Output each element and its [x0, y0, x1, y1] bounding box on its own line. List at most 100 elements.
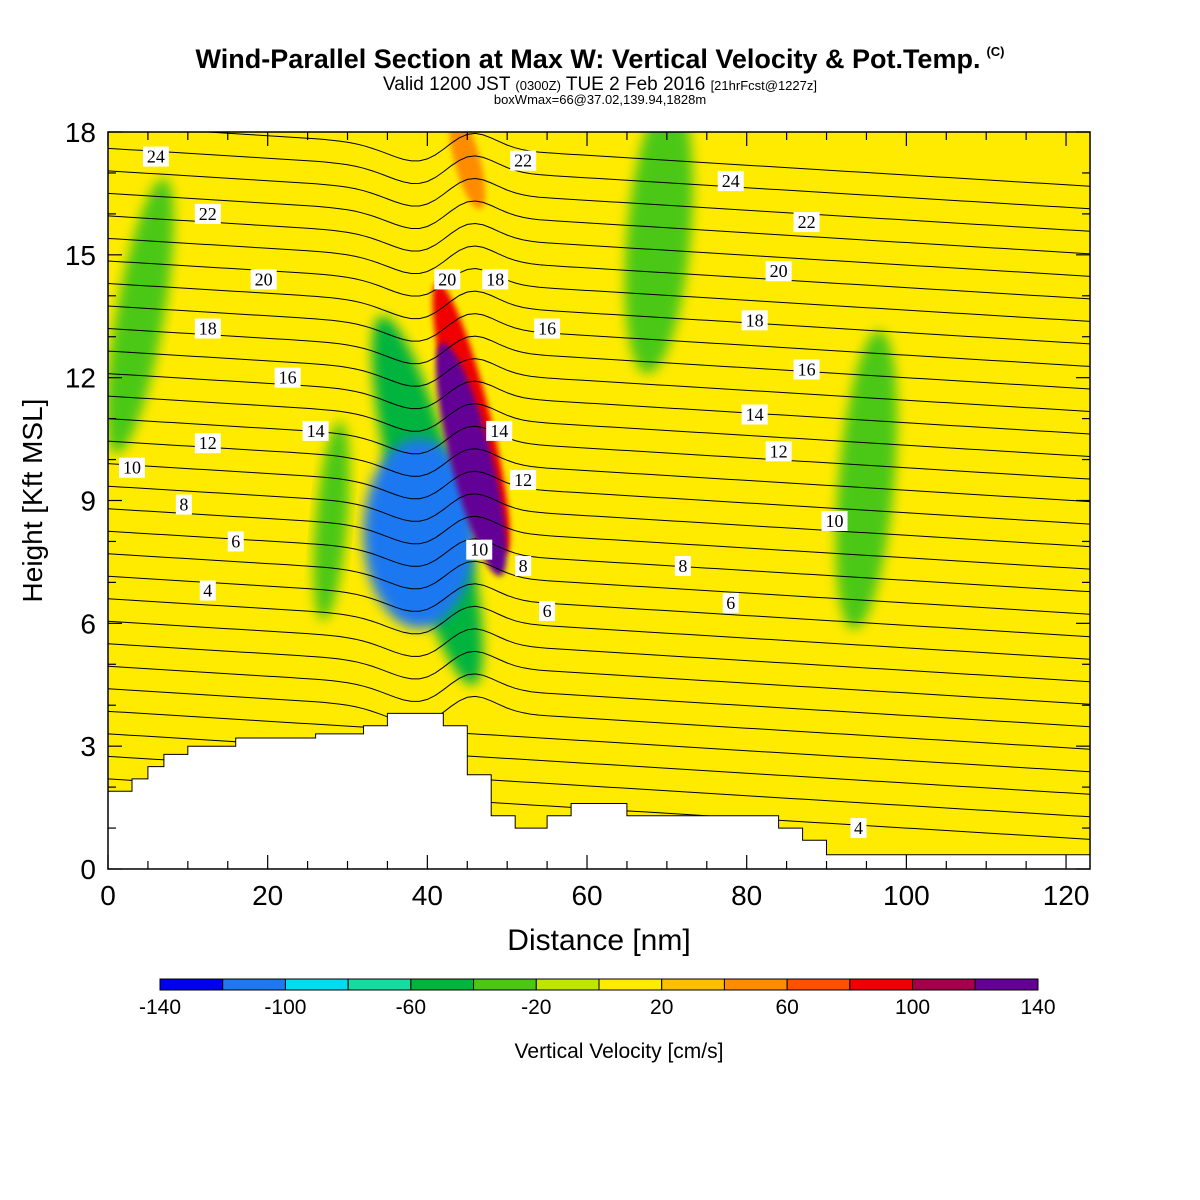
contour-label: 10 — [821, 510, 848, 531]
colorbar-label: Vertical Velocity [cm/s] — [515, 1040, 724, 1063]
y-tick-label: 6 — [80, 608, 96, 639]
theta-contour — [108, 710, 1090, 773]
w-feature — [435, 343, 507, 577]
theta-contour — [108, 688, 1090, 750]
contour-label: 22 — [793, 212, 820, 233]
svg-text:10: 10 — [123, 458, 141, 478]
theta-contour — [108, 575, 1090, 638]
theta-contour — [108, 215, 1090, 277]
chart-subtitle: Valid 1200 JST (0300Z) TUE 2 Feb 2016 [2… — [0, 74, 1200, 96]
svg-text:8: 8 — [179, 495, 188, 515]
svg-text:20: 20 — [438, 269, 456, 289]
svg-text:6: 6 — [543, 601, 552, 621]
colorbar-tick-label: -140 — [139, 996, 181, 1019]
theta-contour — [198, 132, 1090, 187]
x-tick-label: 60 — [571, 880, 602, 911]
colorbar-swatch — [849, 978, 914, 991]
contour-label: 4 — [199, 580, 216, 601]
svg-text:20: 20 — [770, 261, 788, 281]
svg-text:12: 12 — [770, 441, 788, 461]
w-feature — [108, 178, 174, 455]
theta-contour — [108, 643, 1090, 705]
contour-label: 6 — [227, 531, 244, 552]
y-tick-label: 12 — [65, 363, 96, 394]
contour-label: 20 — [765, 261, 792, 282]
colorbar-swatch — [159, 978, 224, 991]
axes: 0 20 40 60 80 100 120 0 3 6 9 12 15 18 Distance [nm] He… — [17, 117, 1090, 957]
theta-contour — [108, 305, 1090, 367]
colorbar-swatch — [410, 978, 475, 991]
colorbar-swatch — [347, 978, 412, 991]
title-copyright-mark: (C) — [986, 44, 1005, 59]
y-tick-label: 15 — [65, 240, 96, 271]
x-tick-label: 120 — [1043, 880, 1090, 911]
contour-label: 20 — [434, 269, 461, 290]
w-feature — [363, 438, 476, 629]
svg-text:14: 14 — [490, 421, 508, 441]
svg-text:10: 10 — [470, 540, 488, 560]
colorbar-swatch — [473, 978, 537, 991]
contour-label: 18 — [194, 318, 221, 339]
contour-label: 8 — [674, 556, 691, 577]
svg-text:24: 24 — [147, 147, 165, 167]
colorbar-tick-label: 100 — [895, 996, 930, 1019]
theta-contour — [108, 553, 1090, 615]
w-feature — [449, 132, 486, 210]
contour-label: 8 — [515, 556, 532, 577]
y-axis-label: Height [Kft MSL] — [17, 399, 48, 603]
title-text: Wind-Parallel Section at Max W: Vertical… — [195, 44, 981, 74]
svg-text:24: 24 — [722, 171, 740, 191]
theta-contour — [108, 192, 1090, 255]
svg-text:22: 22 — [199, 204, 217, 224]
valid-date: TUE 2 Feb 2016 — [565, 74, 706, 95]
svg-text:18: 18 — [746, 310, 764, 330]
contour-label: 16 — [793, 359, 820, 380]
y-tick-label: 3 — [80, 731, 96, 762]
y-tick-label: 9 — [80, 486, 96, 517]
colorbar-swatch — [974, 978, 1039, 991]
contour-label: 16 — [534, 318, 561, 339]
y-tick-label: 18 — [65, 117, 96, 148]
contour-label: 24 — [142, 146, 169, 167]
contour-label: 18 — [741, 310, 768, 331]
svg-text:8: 8 — [678, 556, 687, 576]
contour-label: 22 — [194, 203, 221, 224]
valid-zulu: (0300Z) — [515, 78, 561, 93]
svg-text:16: 16 — [279, 368, 297, 388]
x-tick-label: 40 — [412, 880, 443, 911]
terrain — [108, 712, 1090, 869]
colorbar-tick-label: 20 — [650, 996, 673, 1019]
x-tick-label: 0 — [100, 880, 116, 911]
contour-label: 22 — [510, 150, 537, 171]
contour-label: 12 — [510, 470, 537, 491]
contour-label: 6 — [722, 592, 739, 613]
svg-text:14: 14 — [746, 405, 764, 425]
colorbar-tick-label: -60 — [396, 996, 426, 1019]
contour-label: 20 — [250, 269, 277, 290]
contour-label: 14 — [741, 404, 768, 425]
svg-text:16: 16 — [798, 359, 816, 379]
colorbar-swatch — [222, 978, 286, 991]
theta-contour — [108, 238, 1090, 300]
theta-contour — [108, 395, 1090, 457]
y-tick-label: 0 — [80, 854, 96, 885]
colorbar-swatch — [786, 978, 851, 991]
contour-label: 10 — [466, 539, 493, 560]
box-wmax-info: boxWmax=66@37.02,139.94,1828m — [493, 92, 707, 107]
svg-text:12: 12 — [199, 433, 217, 453]
colorbar: -140 -100 -60 -20 20 60 100 140 Vertical Velocit… — [139, 978, 1056, 1063]
svg-text:6: 6 — [726, 593, 735, 613]
chart-title: Wind-Parallel Section at Max W: Vertical… — [0, 44, 1200, 75]
svg-text:4: 4 — [203, 581, 212, 601]
svg-text:16: 16 — [538, 319, 556, 339]
svg-text:22: 22 — [798, 212, 816, 232]
contour-label: 4 — [850, 818, 867, 839]
contour-label: 12 — [765, 441, 792, 462]
plot-area: 24 22 20 18 16 14 12 10 8 6 4 20 18 16 14 12 10 8 6 22 24 22 2… — [108, 132, 1090, 869]
theta-contour — [108, 485, 1090, 548]
theta-contour — [108, 440, 1090, 503]
svg-text:12: 12 — [514, 470, 532, 490]
theta-contour — [108, 530, 1090, 593]
svg-text:18: 18 — [486, 269, 504, 289]
